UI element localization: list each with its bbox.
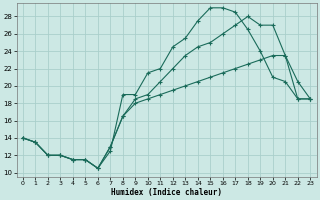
X-axis label: Humidex (Indice chaleur): Humidex (Indice chaleur) xyxy=(111,188,222,197)
